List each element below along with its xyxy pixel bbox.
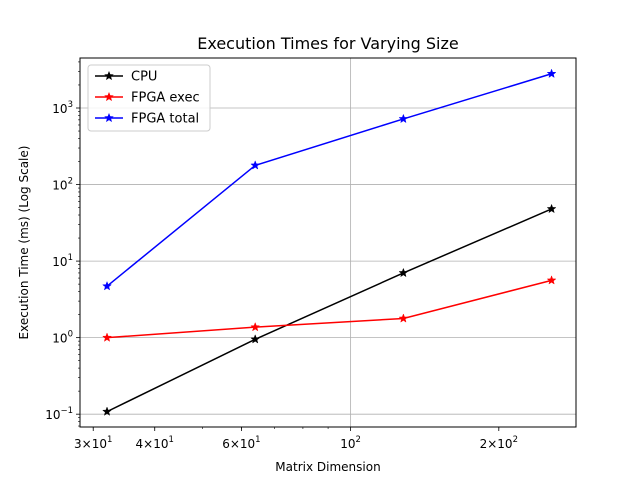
x-tick-label: 3×101: [74, 435, 112, 451]
tick-label-base: 4×10: [136, 437, 169, 451]
tick-label-base: 2×10: [480, 437, 513, 451]
series-fpga-total: [102, 68, 557, 291]
series-fpga-exec: [102, 275, 557, 342]
tick-label-exponent: −1: [60, 406, 73, 416]
data-point: [250, 321, 261, 332]
data-point: [398, 313, 409, 323]
tick-label-base: 10: [340, 437, 355, 451]
tick-label-exponent: 1: [255, 435, 260, 445]
data-point: [250, 160, 261, 170]
tick-label-exponent: 2: [513, 435, 518, 445]
tick-label-base: 10: [52, 179, 67, 193]
data-point: [102, 332, 112, 342]
legend-marker: [104, 70, 114, 81]
legend-frame: [87, 64, 211, 132]
x-tick-label: 4×101: [136, 435, 174, 451]
tick-label-base: 10: [52, 102, 67, 116]
y-tick-label: 10−1: [45, 406, 73, 422]
tick-label-base: 3×10: [74, 437, 107, 451]
tick-label-base: 10: [52, 255, 67, 269]
y-tick-label: 103: [52, 100, 73, 116]
data-point: [546, 275, 557, 285]
data-point: [102, 280, 112, 291]
tick-label-base: 10: [45, 408, 60, 422]
data-point: [546, 203, 557, 214]
legend-item: FPGA total: [95, 112, 199, 127]
legend-label: FPGA total: [131, 112, 199, 127]
tick-label-exponent: 2: [68, 177, 73, 187]
data-point: [398, 113, 409, 124]
data-point: [546, 68, 557, 78]
tick-label-base: 6×10: [222, 437, 255, 451]
x-tick-label: 6×101: [222, 435, 260, 451]
tick-label-exponent: 2: [356, 435, 361, 445]
series-line: [106, 208, 552, 413]
series-line: [106, 73, 552, 287]
tick-label-base: 10: [52, 332, 67, 346]
data-point: [398, 267, 409, 278]
legend-marker: [104, 91, 114, 102]
legend: CPU FPGA exec FPGA total: [87, 64, 211, 132]
x-tick-label: 102: [340, 435, 361, 451]
legend-item: FPGA exec: [95, 91, 200, 106]
series-cpu: [102, 203, 557, 416]
data-point: [250, 334, 261, 344]
series-line: [106, 279, 552, 339]
y-tick-label: 100: [52, 330, 73, 346]
y-tick-label: 102: [52, 177, 73, 193]
legend-marker: [104, 112, 114, 123]
legend-label: CPU: [131, 70, 157, 85]
tick-label-exponent: 1: [107, 435, 112, 445]
tick-label-exponent: 0: [68, 330, 73, 340]
y-axis-label: Execution Time (ms) (Log Scale): [17, 146, 31, 340]
legend-item: CPU: [95, 70, 157, 85]
data-point: [102, 406, 112, 416]
tick-label-exponent: 1: [68, 253, 73, 263]
tick-label-exponent: 3: [68, 100, 73, 110]
chart-title: Execution Times for Varying Size: [197, 34, 459, 53]
x-axis-label: Matrix Dimension: [275, 460, 380, 474]
legend-label: FPGA exec: [131, 91, 200, 106]
series-layer: [102, 68, 557, 416]
y-tick-label: 101: [52, 253, 73, 269]
tick-label-exponent: 1: [169, 435, 174, 445]
x-tick-label: 2×102: [480, 435, 518, 451]
